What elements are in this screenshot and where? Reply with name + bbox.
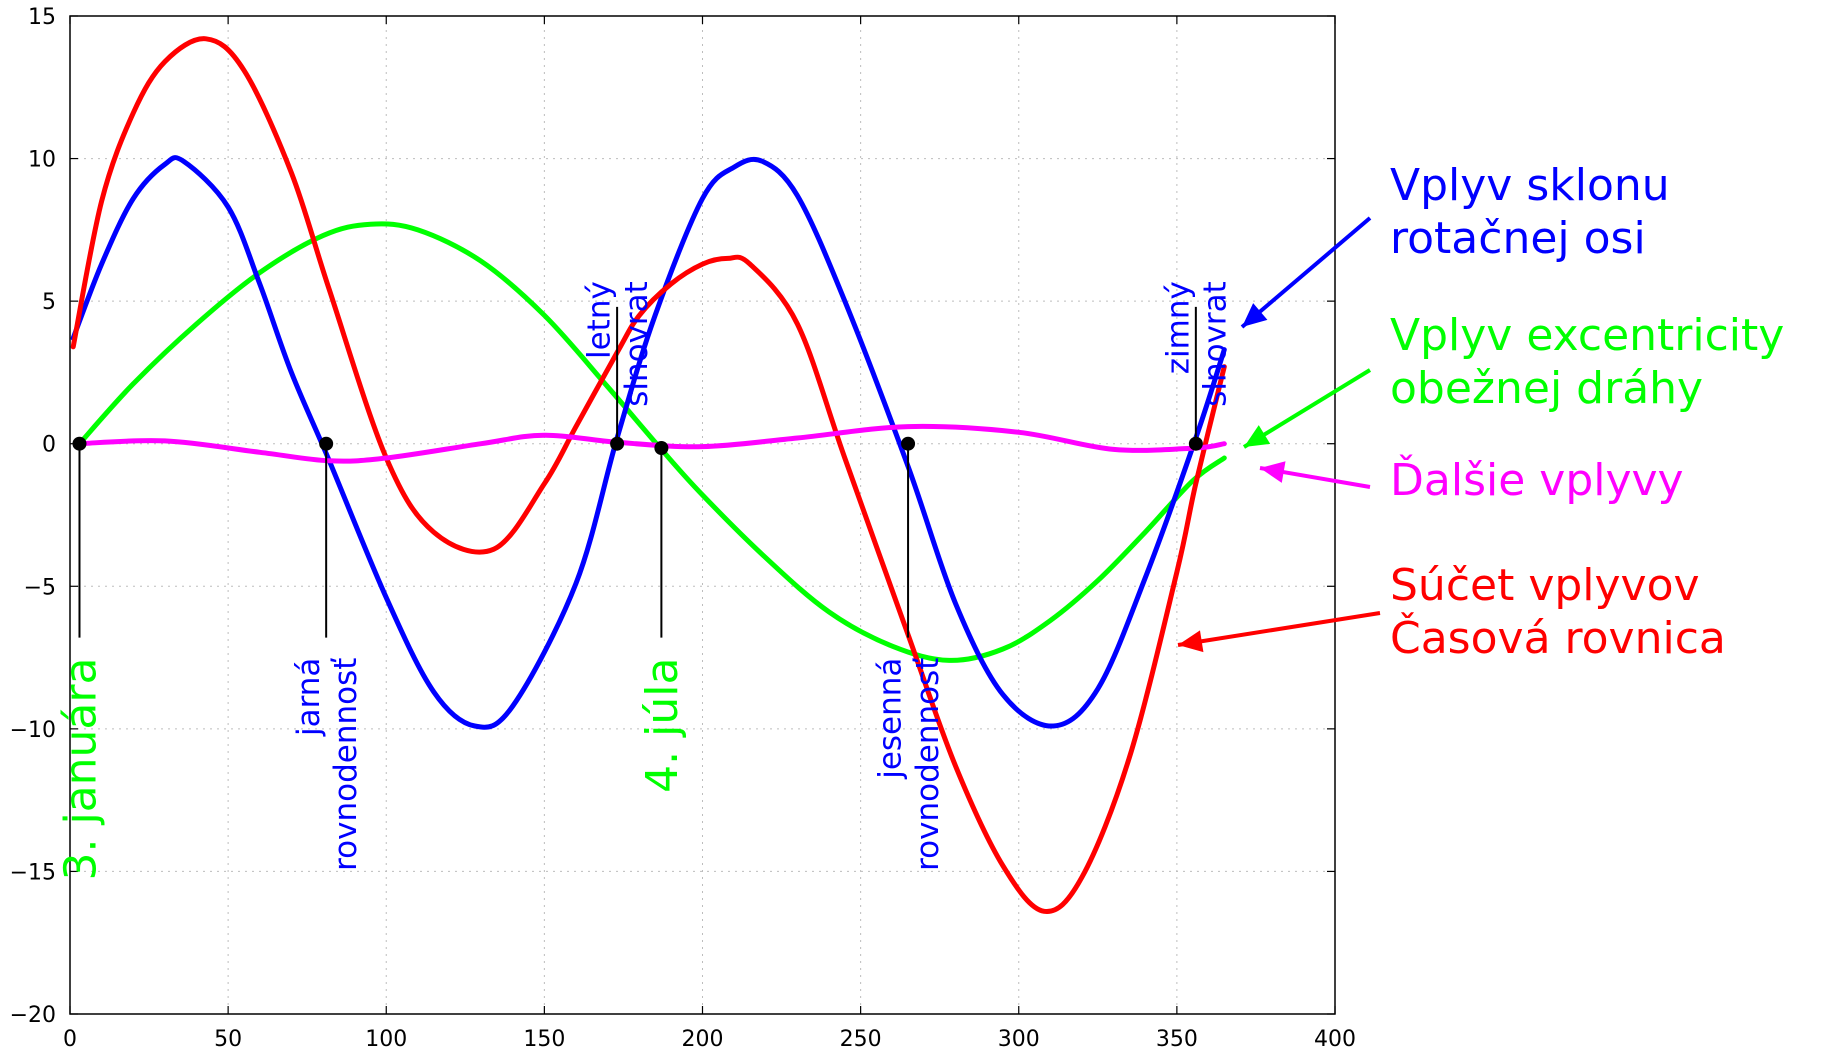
x-tick-label: 350 (1156, 1027, 1198, 1052)
x-tick-label: 100 (365, 1027, 407, 1052)
x-tick-label: 0 (63, 1027, 77, 1052)
series-lines (70, 36, 1227, 914)
legend-arrow-shaft (1177, 611, 1381, 647)
marker-point (1188, 436, 1203, 451)
grid (70, 16, 1335, 1014)
y-tick-label: 10 (28, 148, 56, 173)
plot-frame (69, 15, 1336, 1015)
series-line-tilt (70, 155, 1227, 730)
legend-entry-text: obežnej dráhy (1390, 363, 1703, 414)
y-tick-label: −15 (10, 860, 56, 885)
legend-entry-text: Vplyv excentricity (1390, 310, 1784, 361)
axis-ticks: 0 50 100 150 200 250 300 350 400 −20 −15 −10 −5 0 5 10 1… (10, 5, 1356, 1052)
event-label-line: jarná (291, 658, 327, 737)
y-tick-label: −20 (10, 1003, 56, 1028)
marker-point (610, 436, 625, 451)
legend-arrow-shaft (1242, 368, 1372, 449)
event-label-line: rovnodennosť (328, 658, 364, 871)
event-label: zimný slnovrat (1160, 281, 1233, 407)
legend-arrow-head (1260, 461, 1286, 483)
legend-entry-text: Časová rovnica (1390, 611, 1726, 664)
legend-arrow-shaft (1240, 216, 1372, 329)
legend-arrow-head (1242, 303, 1268, 327)
event-label-line: zimný (1160, 281, 1196, 374)
series-line-sum (70, 36, 1227, 914)
legend-entry-text: rotačnej osi (1390, 213, 1646, 264)
event-markers (72, 306, 1203, 638)
event-label: 4. júla (637, 658, 688, 793)
marker-point (654, 440, 669, 455)
y-tick-label: 15 (28, 5, 56, 30)
event-label: jesenná rovnodennosť (873, 658, 946, 871)
y-tick-label: 0 (42, 433, 56, 458)
series-line-other (77, 423, 1227, 464)
event-label-line: 4. júla (637, 658, 688, 793)
event-label-line: 3. januára (55, 658, 106, 881)
legend-entry-text: Súčet vplyvov (1390, 560, 1700, 611)
x-tick-label: 400 (1314, 1027, 1356, 1052)
x-tick-label: 300 (998, 1027, 1040, 1052)
x-tick-label: 150 (523, 1027, 565, 1052)
event-label-line: letný (582, 281, 618, 359)
event-label: letný slnovrat (582, 281, 655, 407)
legend-arrow-head (1178, 630, 1204, 653)
x-tick-label: 50 (214, 1027, 242, 1052)
marker-point (319, 436, 334, 451)
series-line-ecc (77, 221, 1227, 663)
x-tick-label: 200 (682, 1027, 724, 1052)
marker-point (72, 436, 87, 451)
event-label-line: rovnodennosť (910, 658, 946, 871)
x-tick-label: 250 (840, 1027, 882, 1052)
y-tick-label: 5 (42, 290, 56, 315)
event-label-line: jesenná (873, 658, 909, 780)
legend-arrow-head (1244, 425, 1271, 447)
legend-entry-text: Ďalšie vplyvy (1390, 453, 1684, 506)
y-tick-label: −5 (24, 575, 56, 600)
event-label: 3. januára (55, 658, 106, 881)
marker-point (901, 436, 916, 451)
y-tick-label: −10 (10, 718, 56, 743)
legend-entry-text: Vplyv sklonu (1390, 160, 1670, 211)
event-label-line: slnovrat (1198, 281, 1234, 407)
event-label: jarná rovnodennosť (291, 658, 364, 871)
event-label-line: slnovrat (619, 281, 655, 407)
